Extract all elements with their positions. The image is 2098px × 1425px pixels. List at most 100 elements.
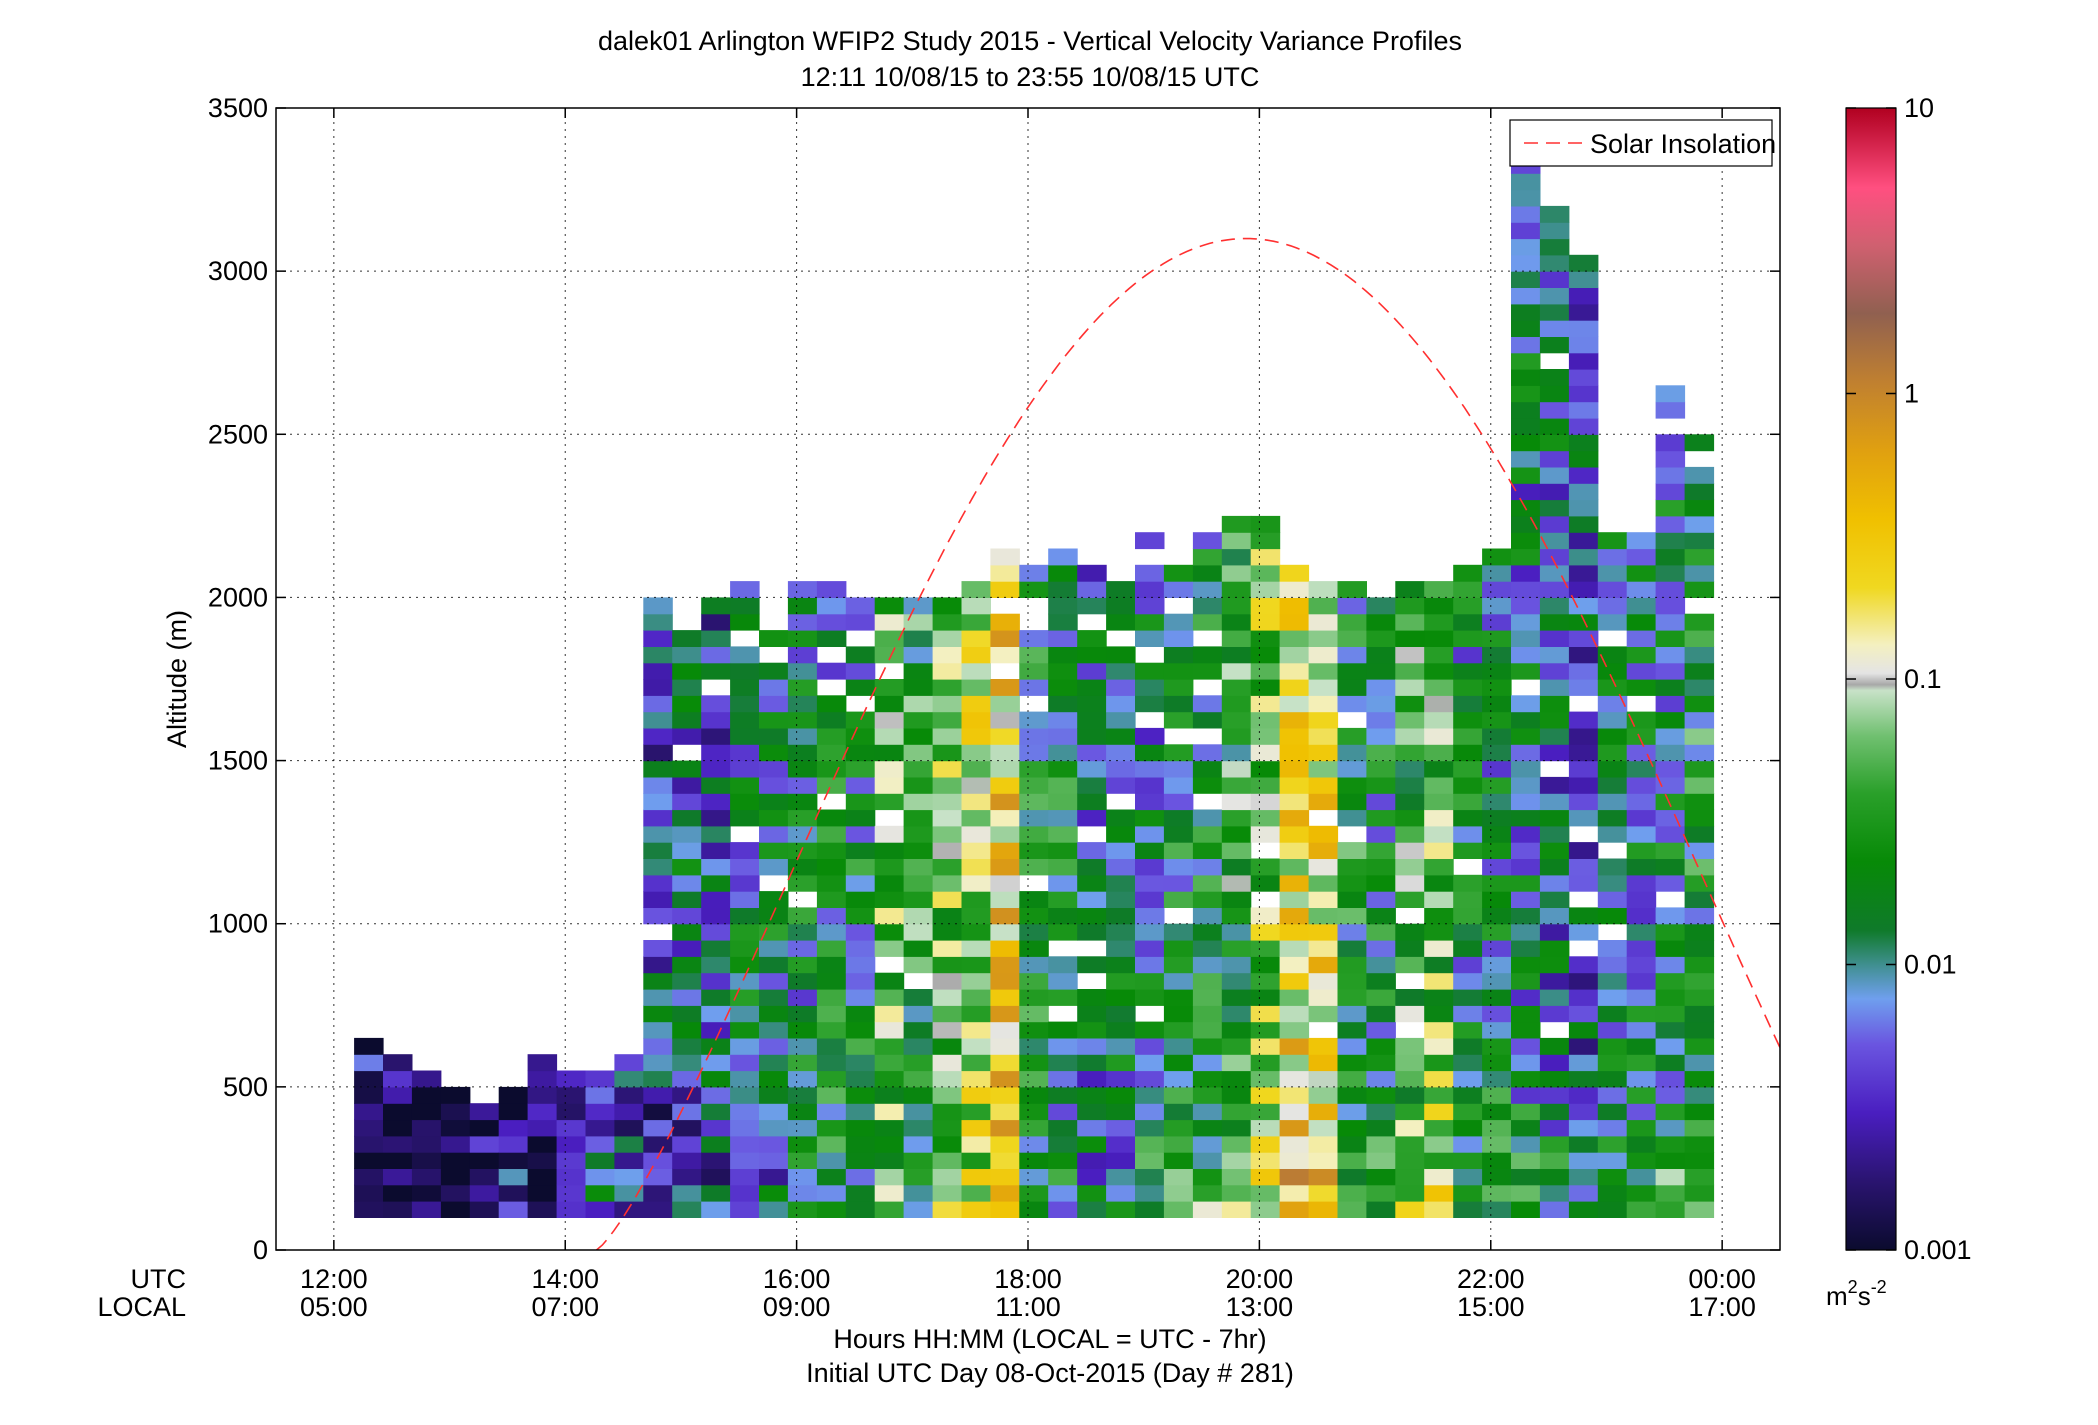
heatmap-cell (1424, 613, 1454, 631)
heatmap-cell (1655, 858, 1686, 876)
heatmap-cell (1077, 597, 1107, 615)
heatmap-cell (874, 776, 905, 794)
heatmap-cell (730, 581, 760, 598)
heatmap-cell (787, 793, 818, 811)
heatmap-cell (1077, 1086, 1107, 1104)
heatmap-cell (1511, 1184, 1541, 1202)
heatmap-cell (1279, 1119, 1310, 1137)
heatmap-cell (730, 662, 760, 680)
heatmap-cell (730, 1103, 760, 1121)
heatmap-cell (1192, 776, 1223, 794)
heatmap-cell (903, 956, 934, 974)
heatmap-cell (672, 923, 702, 941)
heatmap-cell (585, 1184, 615, 1202)
heatmap-cell (643, 679, 673, 696)
heatmap-cell (1597, 564, 1628, 582)
heatmap-cell (672, 972, 702, 990)
heatmap-cell (1192, 1168, 1223, 1186)
heatmap-cell (1684, 613, 1715, 631)
heatmap-cell (759, 1005, 789, 1023)
heatmap-cell (816, 956, 847, 974)
heatmap-cell (1395, 842, 1425, 859)
heatmap-cell (1597, 776, 1628, 794)
heatmap-cell (1424, 1135, 1454, 1153)
heatmap-cell (411, 1103, 442, 1121)
heatmap-cell (1511, 907, 1541, 925)
heatmap-cell (1684, 1135, 1715, 1153)
heatmap-cell (1106, 842, 1136, 859)
heatmap-cell (1250, 940, 1281, 957)
heatmap-cell (1539, 254, 1570, 272)
heatmap-cell (1221, 1103, 1252, 1121)
heatmap-cell (1511, 858, 1541, 876)
heatmap-cell (1337, 1005, 1367, 1023)
heatmap-cell (672, 711, 702, 729)
heatmap-cell (1684, 825, 1715, 843)
heatmap-cell (1453, 972, 1483, 990)
heatmap-cell (701, 1135, 731, 1153)
heatmap-cell (1511, 923, 1541, 941)
heatmap-cell (1655, 1201, 1686, 1218)
heatmap-cell (1539, 205, 1570, 223)
heatmap-cell (903, 613, 934, 631)
heatmap-cell (1221, 630, 1252, 647)
colorbar-tick-label: 1 (1904, 379, 1919, 409)
heatmap-cell (1482, 1168, 1512, 1186)
heatmap-cell (1597, 727, 1628, 745)
heatmap-cell (1221, 842, 1252, 859)
heatmap-cell (1395, 613, 1425, 631)
heatmap-cell (1250, 532, 1281, 550)
heatmap-cell (903, 1168, 934, 1186)
heatmap-cell (816, 711, 847, 729)
heatmap-cell (990, 940, 1020, 957)
heatmap-cell (1511, 189, 1541, 207)
heatmap-cell (614, 1119, 644, 1137)
heatmap-cell (1626, 1119, 1657, 1137)
heatmap-cell (1019, 1201, 1049, 1218)
heatmap-cell (701, 1152, 731, 1169)
x-axis: 12:0005:0014:0007:0016:0009:0018:0011:00… (300, 108, 1756, 1322)
heatmap-cell (932, 760, 963, 778)
heatmap-cell (1568, 972, 1599, 990)
heatmap-cell (1568, 662, 1599, 680)
heatmap-cell (1221, 956, 1252, 974)
heatmap-cell (672, 695, 702, 713)
y-tick-label: 2500 (208, 419, 268, 449)
heatmap-cell (1192, 1037, 1223, 1055)
heatmap-cell (932, 891, 963, 908)
heatmap-cell (1163, 923, 1194, 941)
heatmap-cell (1684, 776, 1715, 794)
heatmap-cell (1482, 630, 1512, 647)
heatmap-cell (1366, 711, 1396, 729)
heatmap-cell (1684, 1054, 1715, 1072)
heatmap-cell (1250, 874, 1281, 892)
heatmap-cell (1424, 1070, 1454, 1088)
heatmap-cell (874, 1005, 905, 1023)
heatmap-cell (1626, 532, 1657, 550)
heatmap-cell (1453, 793, 1483, 811)
heatmap-cell (1019, 727, 1049, 745)
heatmap-cell (961, 923, 991, 941)
heatmap-cell (759, 793, 789, 811)
heatmap-cell (354, 1037, 384, 1055)
heatmap-cell (932, 1070, 963, 1088)
heatmap-cell (643, 1037, 673, 1055)
heatmap-cell (1192, 1135, 1223, 1153)
heatmap-cell (1221, 711, 1252, 729)
heatmap-cell (1019, 646, 1049, 664)
heatmap-cell (1511, 1168, 1541, 1186)
heatmap-cell (1221, 809, 1252, 827)
heatmap-cell (730, 646, 760, 664)
heatmap-cell (1308, 744, 1339, 762)
heatmap-cell (1192, 1103, 1223, 1121)
heatmap-cell (903, 923, 934, 941)
heatmap-cell (1077, 646, 1107, 664)
heatmap-cell (932, 727, 963, 745)
heatmap-cell (1308, 1086, 1339, 1104)
heatmap-cell (787, 1037, 818, 1055)
heatmap-cell (672, 1086, 702, 1104)
heatmap-cell (701, 923, 731, 941)
heatmap-cell (816, 972, 847, 990)
heatmap-cell (672, 1119, 702, 1137)
heatmap-cell (411, 1070, 442, 1088)
